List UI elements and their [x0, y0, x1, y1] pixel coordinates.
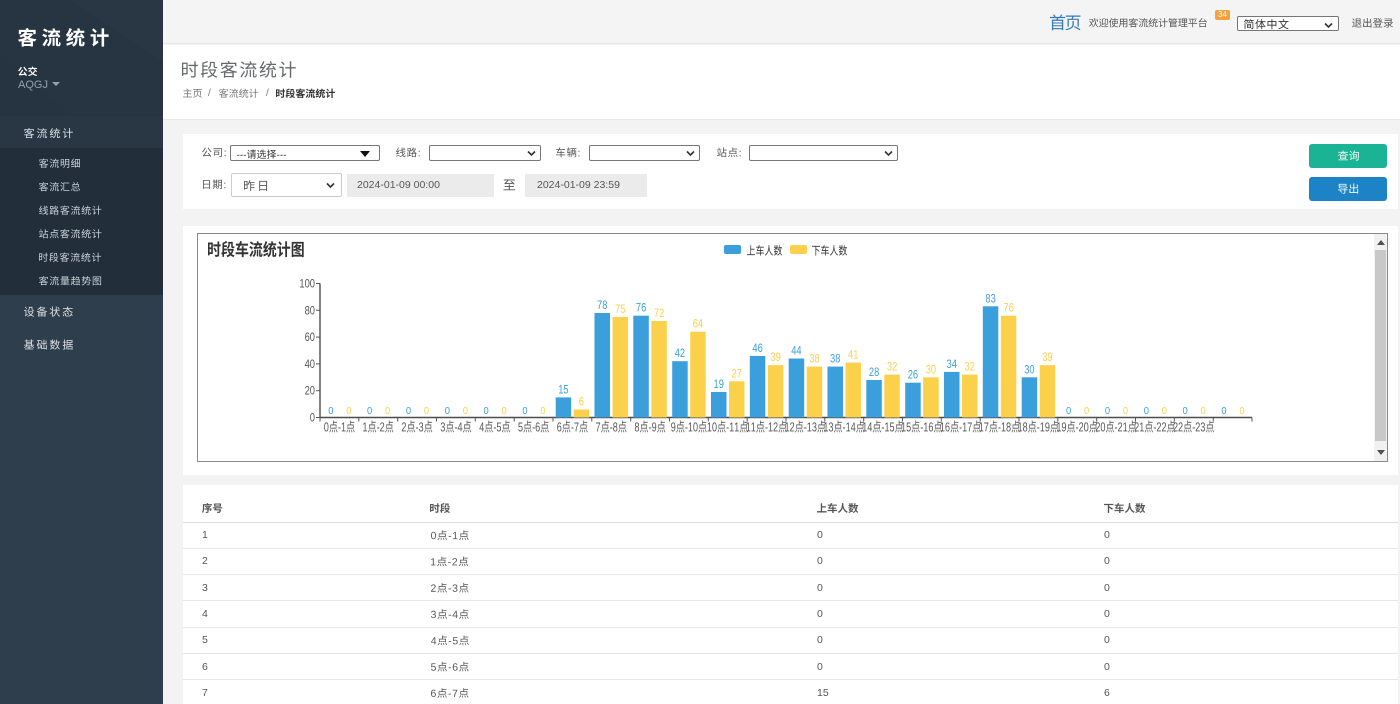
svg-text:0: 0 — [1201, 405, 1206, 417]
svg-text:83: 83 — [985, 293, 995, 305]
svg-text:26: 26 — [908, 370, 918, 382]
svg-text:32: 32 — [965, 362, 975, 374]
svg-text:39: 39 — [1042, 352, 1052, 364]
svg-text:32: 32 — [887, 362, 897, 374]
svg-text:0: 0 — [445, 405, 450, 417]
svg-text:0: 0 — [1105, 405, 1110, 417]
svg-text:0: 0 — [367, 405, 372, 417]
svg-text:0: 0 — [484, 405, 489, 417]
svg-text:38: 38 — [809, 354, 819, 366]
svg-text:0: 0 — [463, 405, 468, 417]
svg-text:80: 80 — [305, 305, 315, 317]
svg-text:38: 38 — [830, 354, 840, 366]
svg-text:46: 46 — [752, 343, 762, 355]
svg-text:0: 0 — [1162, 405, 1167, 417]
svg-text:40: 40 — [305, 359, 315, 371]
svg-text:0: 0 — [1066, 405, 1071, 417]
svg-text:0: 0 — [310, 413, 315, 425]
svg-text:0: 0 — [424, 405, 429, 417]
svg-text:76: 76 — [636, 303, 646, 315]
svg-text:0: 0 — [328, 405, 333, 417]
svg-text:20: 20 — [305, 386, 315, 398]
svg-text:60: 60 — [305, 332, 315, 344]
svg-text:0: 0 — [1084, 405, 1089, 417]
svg-text:0: 0 — [1144, 405, 1149, 417]
svg-text:0: 0 — [385, 405, 390, 417]
svg-text:6: 6 — [579, 397, 584, 409]
svg-text:0: 0 — [406, 405, 411, 417]
svg-text:28: 28 — [869, 367, 879, 379]
svg-text:41: 41 — [848, 350, 858, 362]
svg-text:30: 30 — [926, 364, 936, 376]
svg-text:64: 64 — [693, 319, 704, 331]
svg-text:0: 0 — [1183, 405, 1188, 417]
svg-text:0: 0 — [522, 405, 527, 417]
svg-text:100: 100 — [299, 279, 315, 291]
svg-text:27: 27 — [732, 368, 742, 380]
svg-text:75: 75 — [615, 304, 625, 316]
svg-text:42: 42 — [675, 348, 685, 360]
svg-text:44: 44 — [791, 346, 802, 358]
svg-text:0: 0 — [1239, 405, 1244, 417]
svg-text:30: 30 — [1024, 364, 1034, 376]
svg-text:78: 78 — [597, 300, 607, 312]
svg-text:39: 39 — [770, 352, 780, 364]
svg-text:34: 34 — [947, 359, 958, 371]
svg-text:19: 19 — [714, 379, 724, 391]
svg-text:72: 72 — [654, 308, 664, 320]
svg-text:76: 76 — [1003, 303, 1013, 315]
svg-text:0: 0 — [1123, 405, 1128, 417]
svg-text:0: 0 — [502, 405, 507, 417]
svg-text:0: 0 — [1221, 405, 1226, 417]
svg-text:15: 15 — [558, 384, 568, 396]
svg-text:0: 0 — [346, 405, 351, 417]
svg-text:0: 0 — [540, 405, 545, 417]
